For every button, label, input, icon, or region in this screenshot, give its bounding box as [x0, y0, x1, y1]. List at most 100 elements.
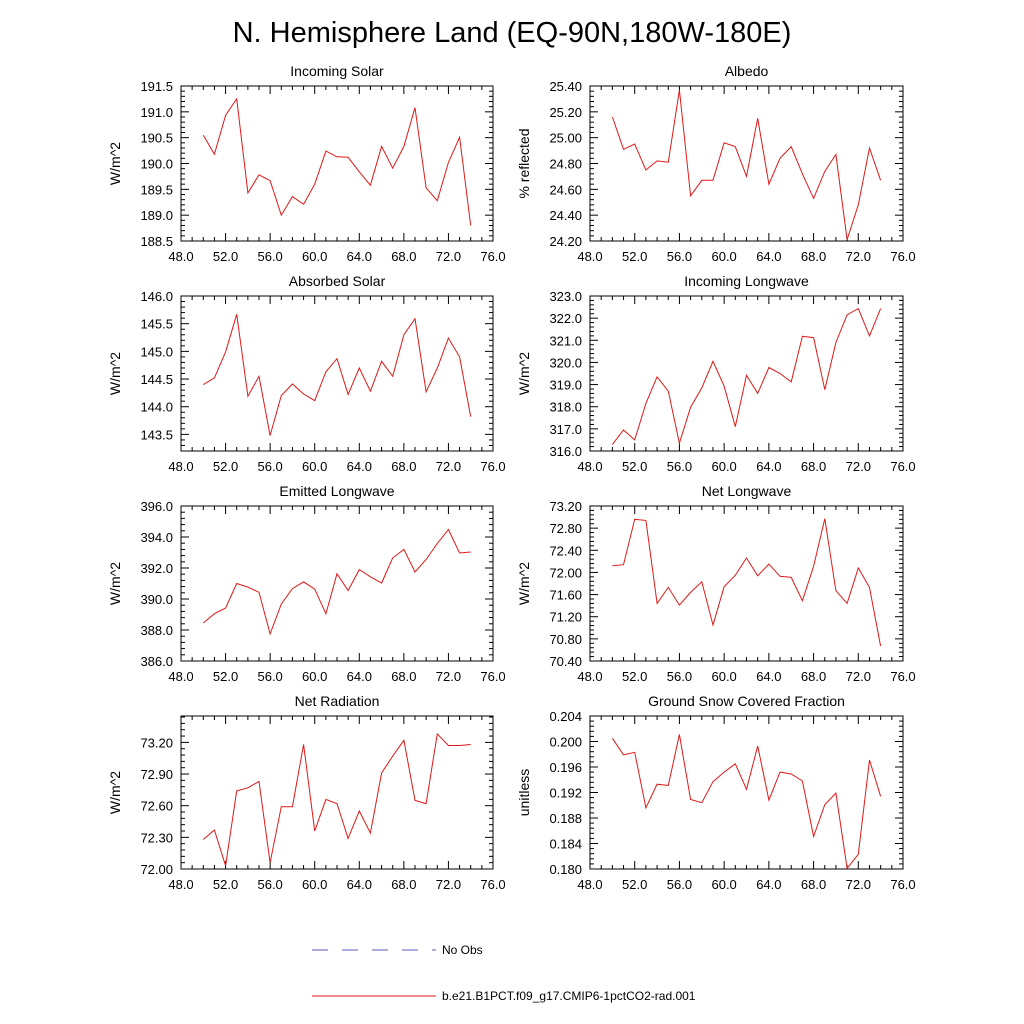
x-tick-label: 56.0 — [257, 249, 282, 264]
x-tick-label: 60.0 — [711, 249, 736, 264]
x-tick-label: 76.0 — [480, 877, 505, 892]
x-tick-label: 48.0 — [577, 669, 602, 684]
panels: 48.0 52.0 56.0 60.0 64.0 68.0 72.0 76.0 188.5 189… — [107, 63, 916, 892]
plot-frame — [589, 85, 904, 242]
y-tick-label: 0.180 — [549, 862, 582, 877]
x-tick-label: 68.0 — [801, 669, 826, 684]
x-tick-label: 60.0 — [302, 669, 327, 684]
plot-frame — [589, 295, 904, 452]
legend-label-model: b.e21.B1PCT.f09_g17.CMIP6-1pctCO2-rad.00… — [442, 989, 696, 1003]
x-tick-label: 60.0 — [302, 877, 327, 892]
y-tick-label: 0.196 — [549, 760, 582, 775]
x-tick-label: 76.0 — [890, 669, 915, 684]
x-tick-label: 52.0 — [622, 877, 647, 892]
y-axis-label: W/m^2 — [107, 142, 123, 185]
y-tick-label: 390.0 — [140, 592, 173, 607]
y-tick-label: 72.00 — [140, 862, 173, 877]
x-tick-label: 52.0 — [213, 459, 238, 474]
y-tick-label: 386.0 — [140, 654, 173, 669]
chart-title: Emitted Longwave — [279, 483, 394, 499]
y-tick-label: 72.40 — [549, 543, 582, 558]
y-axis-label: W/m^2 — [107, 771, 123, 814]
x-tick-label: 64.0 — [347, 669, 372, 684]
x-tick-label: 64.0 — [756, 877, 781, 892]
x-tick-label: 60.0 — [302, 249, 327, 264]
y-tick-label: 25.00 — [549, 131, 582, 146]
x-tick-label: 48.0 — [168, 459, 193, 474]
chart-panel-5: 48.0 52.0 56.0 60.0 64.0 68.0 72.0 76.0 386.0 388… — [107, 483, 506, 684]
chart-panel-4: 48.0 52.0 56.0 60.0 64.0 68.0 72.0 76.0 316.0 317… — [516, 273, 916, 474]
y-tick-label: 394.0 — [140, 530, 173, 545]
x-tick-label: 64.0 — [347, 877, 372, 892]
x-tick-label: 52.0 — [213, 669, 238, 684]
plot-frame — [180, 715, 494, 870]
chart-title: Net Longwave — [702, 483, 792, 499]
x-tick-label: 76.0 — [890, 459, 915, 474]
x-tick-label: 76.0 — [480, 459, 505, 474]
y-tick-label: 143.5 — [140, 427, 173, 442]
y-tick-label: 0.184 — [549, 837, 582, 852]
x-tick-label: 56.0 — [257, 459, 282, 474]
chart-panel-3: 48.0 52.0 56.0 60.0 64.0 68.0 72.0 76.0 143.5 144… — [107, 273, 506, 474]
chart-panel-2: 48.0 52.0 56.0 60.0 64.0 68.0 72.0 76.0 24.20 24.… — [516, 63, 916, 264]
chart-title: Incoming Longwave — [684, 273, 809, 289]
y-tick-label: 316.0 — [549, 444, 582, 459]
x-tick-label: 56.0 — [667, 669, 692, 684]
y-tick-label: 72.80 — [549, 521, 582, 536]
x-tick-label: 68.0 — [801, 249, 826, 264]
x-tick-label: 48.0 — [168, 877, 193, 892]
y-tick-label: 191.5 — [140, 79, 173, 94]
chart-panel-8: 48.0 52.0 56.0 60.0 64.0 68.0 72.0 76.0 0.180 0.1… — [516, 693, 916, 892]
y-tick-label: 0.204 — [549, 709, 582, 724]
plot-frame — [589, 715, 904, 870]
chart-title: Ground Snow Covered Fraction — [648, 693, 845, 709]
y-tick-label: 0.188 — [549, 811, 582, 826]
x-tick-label: 64.0 — [756, 249, 781, 264]
x-tick-label: 72.0 — [436, 669, 461, 684]
series-line-1 — [202, 732, 471, 866]
chart-title: Net Radiation — [295, 693, 380, 709]
x-tick-label: 48.0 — [168, 669, 193, 684]
chart-title: Absorbed Solar — [289, 273, 386, 289]
x-tick-label: 64.0 — [347, 249, 372, 264]
chart-title: Albedo — [725, 63, 769, 79]
x-tick-label: 60.0 — [302, 459, 327, 474]
y-tick-label: 189.5 — [140, 182, 173, 197]
x-tick-label: 76.0 — [480, 669, 505, 684]
y-axis-label: unitless — [516, 769, 532, 816]
y-tick-label: 396.0 — [140, 499, 173, 514]
y-tick-label: 71.60 — [549, 588, 582, 603]
x-tick-label: 76.0 — [890, 877, 915, 892]
y-tick-label: 388.0 — [140, 623, 173, 638]
x-tick-label: 68.0 — [801, 459, 826, 474]
y-tick-label: 70.80 — [549, 632, 582, 647]
chart-panel-7: 48.0 52.0 56.0 60.0 64.0 68.0 72.0 76.0 72.00 72.… — [107, 693, 506, 892]
y-tick-label: 146.0 — [140, 289, 173, 304]
plot-frame — [589, 505, 904, 662]
y-tick-label: 144.5 — [140, 372, 173, 387]
y-tick-label: 24.40 — [549, 208, 582, 223]
y-axis-label: W/m^2 — [107, 352, 123, 395]
x-tick-label: 72.0 — [436, 877, 461, 892]
y-tick-label: 72.30 — [140, 830, 173, 845]
y-tick-label: 70.40 — [549, 654, 582, 669]
y-tick-label: 145.5 — [140, 317, 173, 332]
legend-label-no-obs: No Obs — [442, 943, 483, 957]
x-tick-label: 68.0 — [801, 877, 826, 892]
y-tick-label: 72.90 — [140, 767, 173, 782]
x-tick-label: 56.0 — [257, 877, 282, 892]
y-tick-label: 72.60 — [140, 799, 173, 814]
y-tick-label: 24.60 — [549, 182, 582, 197]
x-tick-label: 52.0 — [622, 669, 647, 684]
y-tick-label: 25.40 — [549, 79, 582, 94]
y-tick-label: 73.20 — [549, 499, 582, 514]
series-line-1 — [203, 314, 472, 436]
y-tick-label: 0.200 — [549, 735, 582, 750]
plot-frame — [180, 295, 494, 452]
y-tick-label: 318.0 — [549, 400, 582, 415]
y-axis-label: W/m^2 — [516, 562, 532, 605]
x-tick-label: 64.0 — [756, 669, 781, 684]
x-tick-label: 56.0 — [667, 459, 692, 474]
x-tick-label: 72.0 — [846, 249, 871, 264]
